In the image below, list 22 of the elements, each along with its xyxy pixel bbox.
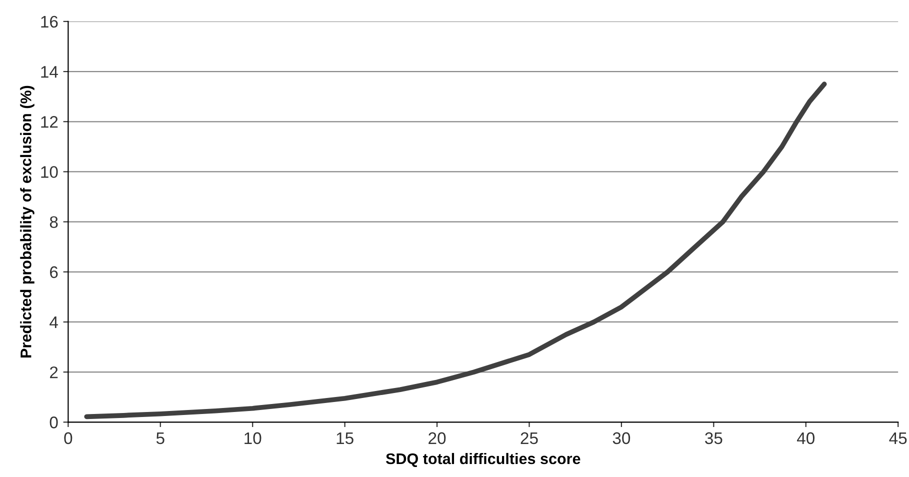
y-axis-title: Predicted probability of exclusion (%)	[20, 86, 34, 358]
y-tick-label: 14	[41, 66, 58, 78]
x-tick-label: 15	[336, 432, 354, 444]
x-tick-label: 40	[796, 432, 814, 444]
x-tick-label: 5	[156, 432, 164, 444]
y-tick-label: 4	[50, 316, 58, 328]
x-tick-label: 20	[428, 432, 446, 444]
x-tick-label: 35	[705, 432, 722, 444]
y-tick-label: 6	[50, 266, 58, 278]
y-tick-label: 0	[50, 416, 58, 428]
y-tick-label: 10	[41, 166, 58, 178]
y-tick-label: 12	[41, 116, 58, 128]
y-tick-label: 8	[50, 216, 58, 228]
x-axis-title: SDQ total difficulties score	[386, 452, 580, 468]
y-tick-label: 2	[50, 366, 58, 378]
line-series	[84, 82, 827, 420]
x-tick-label: 45	[889, 432, 907, 444]
x-tick-label: 10	[244, 432, 262, 444]
y-tick-label: 16	[41, 16, 58, 28]
x-tick-label: 0	[64, 432, 72, 444]
x-tick-label: 25	[520, 432, 538, 444]
x-tick-label: 30	[612, 432, 630, 444]
